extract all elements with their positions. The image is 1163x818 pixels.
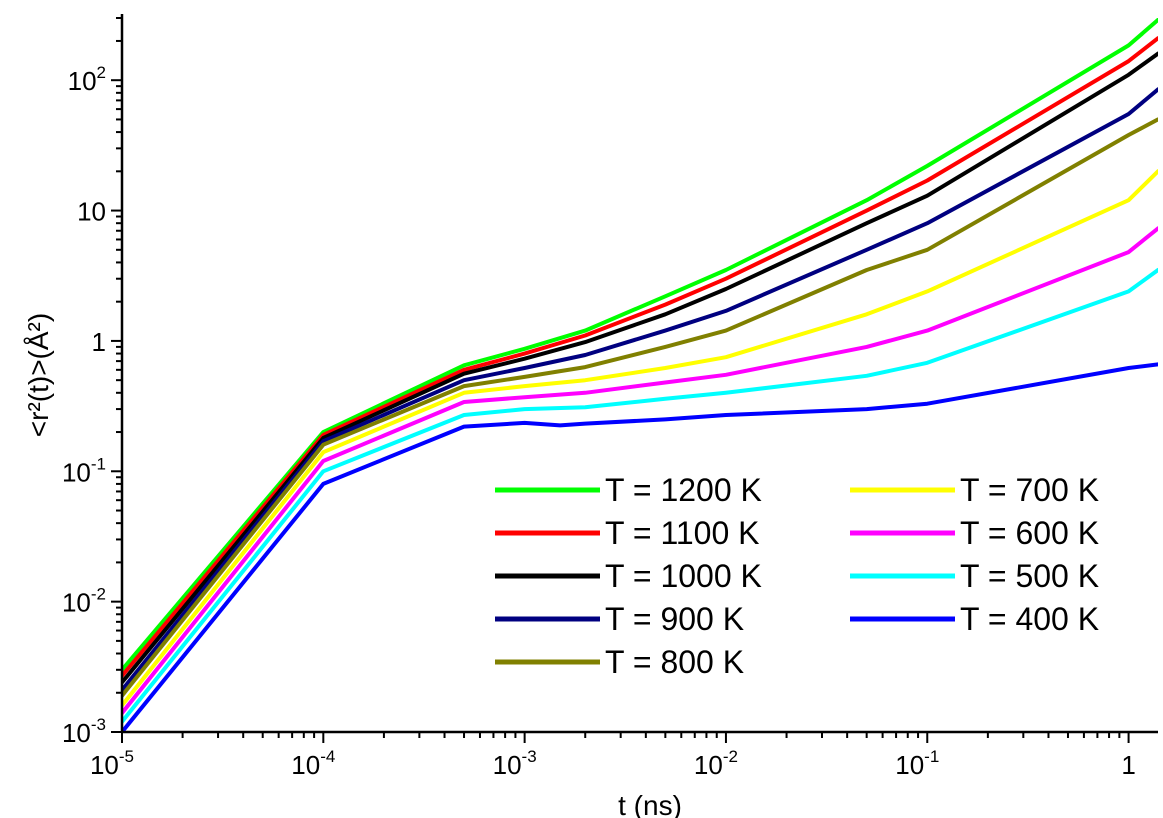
y-tick-label: 10-3 xyxy=(62,715,106,748)
series-line-6 xyxy=(122,226,1158,715)
y-tick-label: 10-2 xyxy=(62,585,106,618)
x-tick-label: 10-1 xyxy=(895,747,939,780)
y-tick-label: 102 xyxy=(68,63,106,96)
legend-label-0: T = 1200 K xyxy=(605,472,762,508)
series-line-5 xyxy=(122,169,1158,708)
series-layer xyxy=(122,18,1158,732)
x-tick-label: 10-5 xyxy=(90,747,134,780)
y-tick-label: 10-1 xyxy=(62,454,106,487)
x-axis-title: t (ns) xyxy=(618,790,682,818)
legend-label-3: T = 900 K xyxy=(605,601,744,637)
series-line-3 xyxy=(122,87,1158,692)
series-line-2 xyxy=(122,51,1158,685)
x-tick-label: 10-4 xyxy=(291,747,335,780)
x-tick-label: 1 xyxy=(1121,750,1135,780)
series-line-8 xyxy=(122,362,1158,732)
legend: T = 1200 K T = 1100 K T = 1000 K T = 900 K T… xyxy=(495,472,1099,680)
legend-label-1: T = 1100 K xyxy=(605,515,759,551)
legend-label-7: T = 500 K xyxy=(960,558,1099,594)
y-tick-label: 10 xyxy=(77,197,106,227)
legend-label-5: T = 700 K xyxy=(960,472,1099,508)
legend-label-8: T = 400 K xyxy=(960,601,1099,637)
y-tick-label: 1 xyxy=(92,327,106,357)
series-line-7 xyxy=(122,268,1158,724)
legend-label-2: T = 1000 K xyxy=(605,558,762,594)
series-line-4 xyxy=(122,117,1158,698)
series-line-1 xyxy=(122,36,1158,678)
axes-layer: 10-5 10-4 10-3 10-2 10-1 1 10-3 10-2 10-1 1 10 102 xyxy=(62,14,1158,780)
y-axis-title: <r²(t)>(Å²) xyxy=(23,313,54,437)
x-tick-label: 10-2 xyxy=(694,747,738,780)
x-tick-label: 10-3 xyxy=(493,747,537,780)
series-line-0 xyxy=(122,18,1158,672)
legend-label-6: T = 600 K xyxy=(960,515,1099,551)
legend-label-4: T = 800 K xyxy=(605,644,744,680)
